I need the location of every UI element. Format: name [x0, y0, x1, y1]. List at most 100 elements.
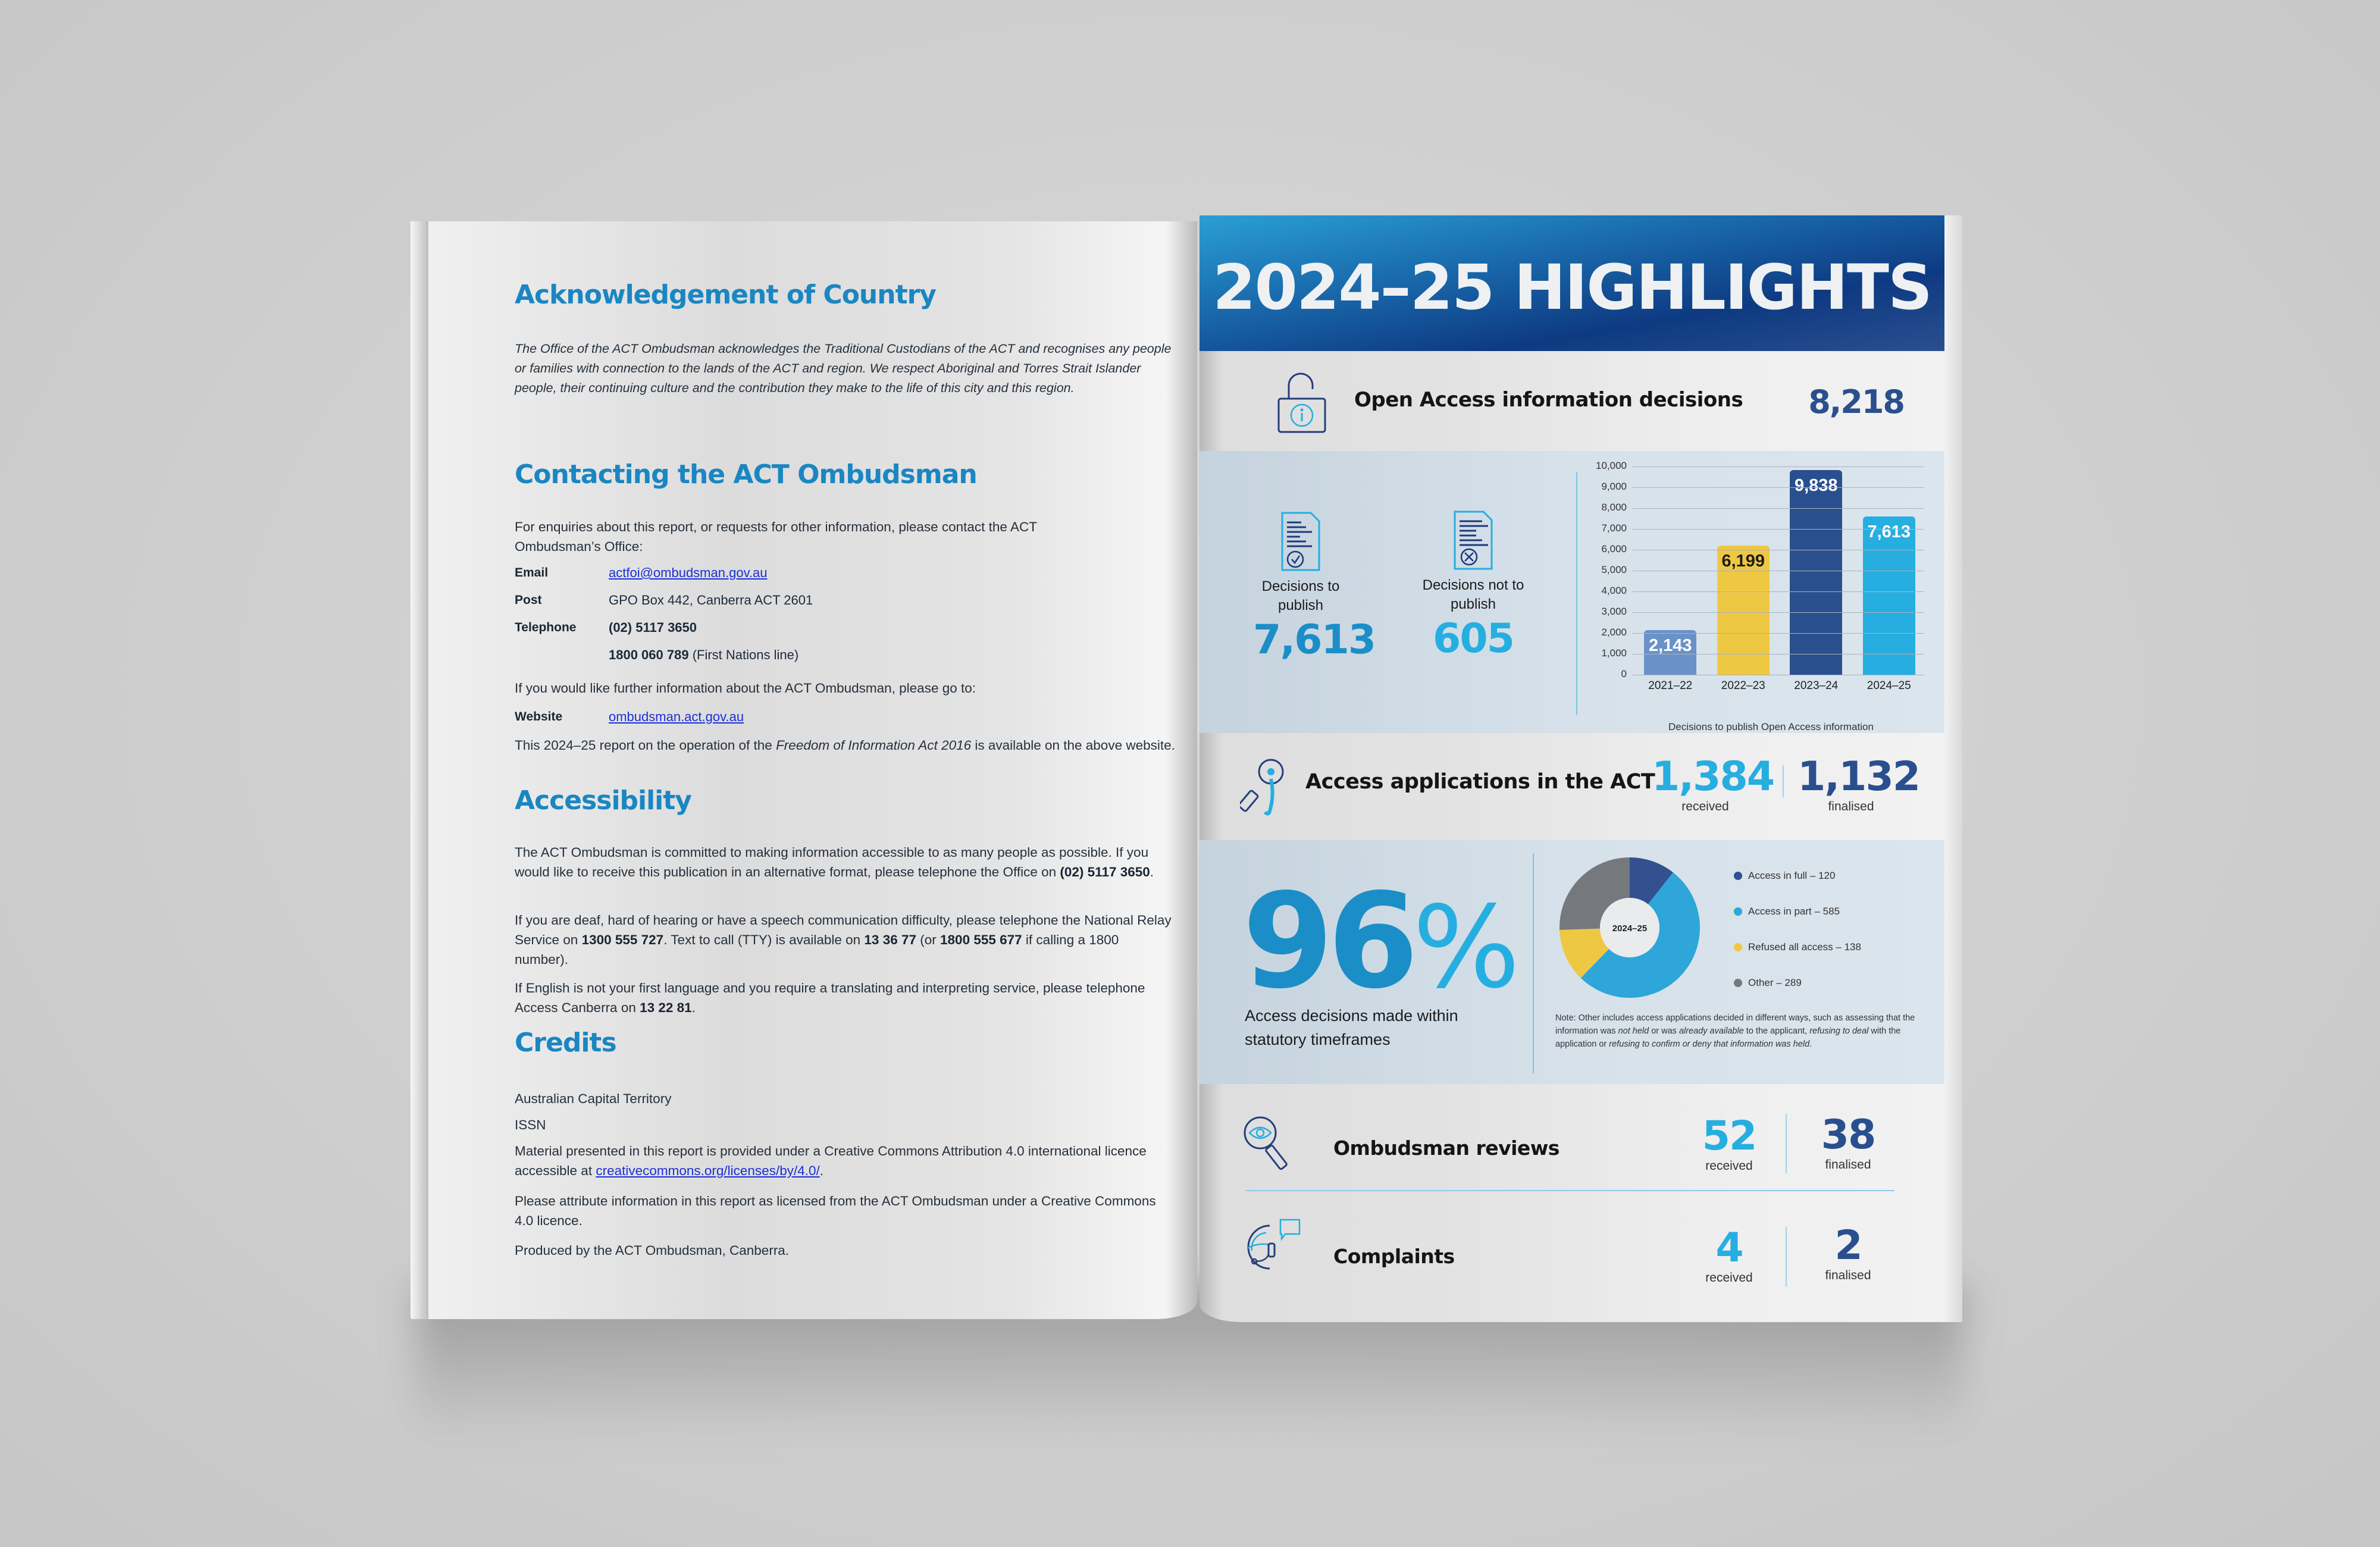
complaints-label: Complaints	[1333, 1245, 1455, 1268]
legend-label: Other – 289	[1748, 977, 1802, 988]
reviews-finalised-value: 38	[1821, 1111, 1877, 1158]
complaints-row: Complaints 4 received 2 finalised	[1200, 1203, 1944, 1304]
x-tick-label: 2021–22	[1648, 679, 1693, 692]
legend-item: Access in part – 585	[1734, 894, 1861, 929]
donut-slice-refused-all-access	[1559, 928, 1609, 978]
contacting-intro: For enquiries about this report, or requ…	[515, 519, 1037, 554]
timeframe-percent: 96%	[1242, 876, 1520, 1013]
accessibility-p1: The ACT Ombudsman is committed to making…	[515, 845, 1154, 879]
legend-item: Refused all access – 138	[1734, 929, 1861, 965]
y-tick-label: 4,000	[1601, 585, 1627, 596]
percent-sign: %	[1413, 882, 1520, 1013]
x-tick-label: 2024–25	[1867, 679, 1911, 692]
gridline	[1633, 591, 1924, 592]
contacting-heading: Contacting the ACT Ombudsman	[515, 459, 978, 490]
access-finalised-stat: 1,132 finalised	[1797, 753, 1921, 814]
email-label: Email	[515, 566, 549, 580]
gridline	[1633, 508, 1924, 509]
y-tick-label: 3,000	[1601, 606, 1627, 617]
eye-magnifier-icon	[1240, 1113, 1299, 1178]
report-availability-text: This 2024–25 report on the operation of …	[515, 738, 1175, 753]
bar-2021–22: 2,143	[1644, 630, 1697, 675]
open-access-value: 8,218	[1808, 383, 1905, 421]
panel-divider	[1533, 853, 1534, 1073]
reviews-received-stat: 52 received	[1693, 1114, 1765, 1173]
right-page: 2024–25 HIGHLIGHTS Open Access informati…	[1200, 215, 1962, 1322]
post-label: Post	[515, 593, 542, 607]
contact-telephone-row: Telephone (02) 5117 3650	[515, 614, 1175, 641]
accessibility-heading: Accessibility	[515, 785, 692, 816]
contact-post-row: Post GPO Box 442, Canberra ACT 2601	[515, 587, 1175, 614]
donut-center-label: 2024–25	[1612, 923, 1647, 934]
complaints-finalised-stat: 2 finalised	[1812, 1223, 1884, 1283]
further-info-text: If you would like further information ab…	[515, 681, 976, 696]
bar-value-label: 7,613	[1867, 522, 1911, 541]
legend-dot-icon	[1734, 872, 1742, 880]
donut-note: Note: Other includes access applications…	[1555, 1013, 1915, 1049]
bar-value-label: 6,199	[1721, 552, 1765, 571]
credits-heading: Credits	[515, 1028, 617, 1058]
access-received-stat: 1,384 received	[1652, 754, 1775, 814]
document-check-icon	[1280, 511, 1321, 572]
first-nations-suffix: (First Nations line)	[688, 647, 799, 662]
email-link[interactable]: actfoi@ombudsman.gov.au	[609, 565, 768, 580]
timeframes-panel: 96% Access decisions made within statuto…	[1200, 840, 1944, 1084]
x-tick-label: 2023–24	[1794, 679, 1839, 692]
decisions-to-publish: Decisions to publish 7,613	[1253, 511, 1376, 663]
percent-number: 96	[1242, 865, 1418, 1017]
open-access-bar-chart: 2,143 6,199 9,838 7,613 Decisions to publis…	[1591, 460, 1924, 732]
headset-chat-icon	[1240, 1217, 1305, 1277]
credits-issn: ISSN	[515, 1117, 546, 1132]
open-access-label: Open Access information decisions	[1354, 388, 1743, 412]
to-publish-value: 7,613	[1253, 616, 1376, 663]
legend-item: Access in full – 120	[1734, 858, 1861, 894]
publish-decisions-panel: Decisions to publish 7,613 Decisions not…	[1200, 451, 1944, 733]
website-link[interactable]: ombudsman.act.gov.au	[609, 709, 744, 724]
ombudsman-reviews-label: Ombudsman reviews	[1333, 1136, 1559, 1160]
access-applications-label: Access applications in the ACT	[1305, 770, 1655, 794]
legend-dot-icon	[1734, 979, 1742, 987]
post-value: GPO Box 442, Canberra ACT 2601	[609, 593, 813, 607]
access-finalised-value: 1,132	[1797, 753, 1921, 800]
legend-label: Refused all access – 138	[1748, 941, 1861, 953]
y-tick-label: 1,000	[1601, 647, 1627, 659]
timeframe-label: Access decisions made within statutory t…	[1245, 1007, 1458, 1048]
accessibility-p3: If English is not your first language an…	[515, 981, 1145, 1015]
credits-produced: Produced by the ACT Ombudsman, Canberra.	[515, 1243, 790, 1258]
contact-email-row: Email actfoi@ombudsman.gov.au	[515, 559, 1175, 587]
access-received-label: received	[1681, 800, 1729, 813]
bar-chart-xlabel: Decisions to publish Open Access informa…	[1668, 721, 1874, 732]
y-tick-label: 6,000	[1601, 543, 1627, 555]
contact-first-nations-row: 1800 060 789 (First Nations line)	[515, 641, 1175, 669]
padlock-info-icon	[1276, 369, 1329, 434]
decisions-not-to-publish: Decisions not to publish 605	[1420, 509, 1527, 662]
first-nations-number: 1800 060 789	[609, 647, 689, 662]
section-divider	[1246, 1190, 1894, 1191]
licence-link[interactable]: creativecommons.org/licenses/by/4.0/	[596, 1163, 820, 1178]
complaints-finalised-value: 2	[1834, 1222, 1862, 1269]
gridline	[1633, 487, 1924, 488]
bar-2023–24: 9,838	[1790, 469, 1843, 675]
page-edge	[1946, 215, 1962, 1322]
bar-2022–23: 6,199	[1717, 546, 1770, 675]
y-tick-label: 7,000	[1601, 522, 1627, 534]
legend-label: Access in part – 585	[1748, 906, 1840, 917]
legend-item: Other – 289	[1734, 965, 1861, 1001]
access-outcomes-donut-chart: 2024–25	[1555, 853, 1704, 1002]
telephone-label: Telephone	[515, 621, 577, 634]
legend-dot-icon	[1734, 907, 1742, 916]
reviews-finalised-label: finalised	[1825, 1158, 1871, 1172]
gridline	[1633, 529, 1924, 530]
credits-licence: Material presented in this report is pro…	[515, 1144, 1147, 1178]
y-tick-label: 10,000	[1596, 460, 1627, 471]
bar-value-label: 9,838	[1794, 475, 1838, 495]
complaints-received-stat: 4 received	[1693, 1226, 1765, 1285]
credits-territory: Australian Capital Territory	[515, 1091, 672, 1106]
y-tick-label: 8,000	[1601, 502, 1627, 513]
magnifier-info-icon	[1240, 754, 1294, 819]
bar-value-label: 2,143	[1648, 636, 1692, 655]
complaints-received-label: received	[1705, 1271, 1753, 1285]
donut-legend: Access in full – 120 Access in part – 585…	[1734, 858, 1861, 1001]
page-edge	[411, 221, 428, 1319]
y-tick-label: 2,000	[1601, 627, 1627, 638]
